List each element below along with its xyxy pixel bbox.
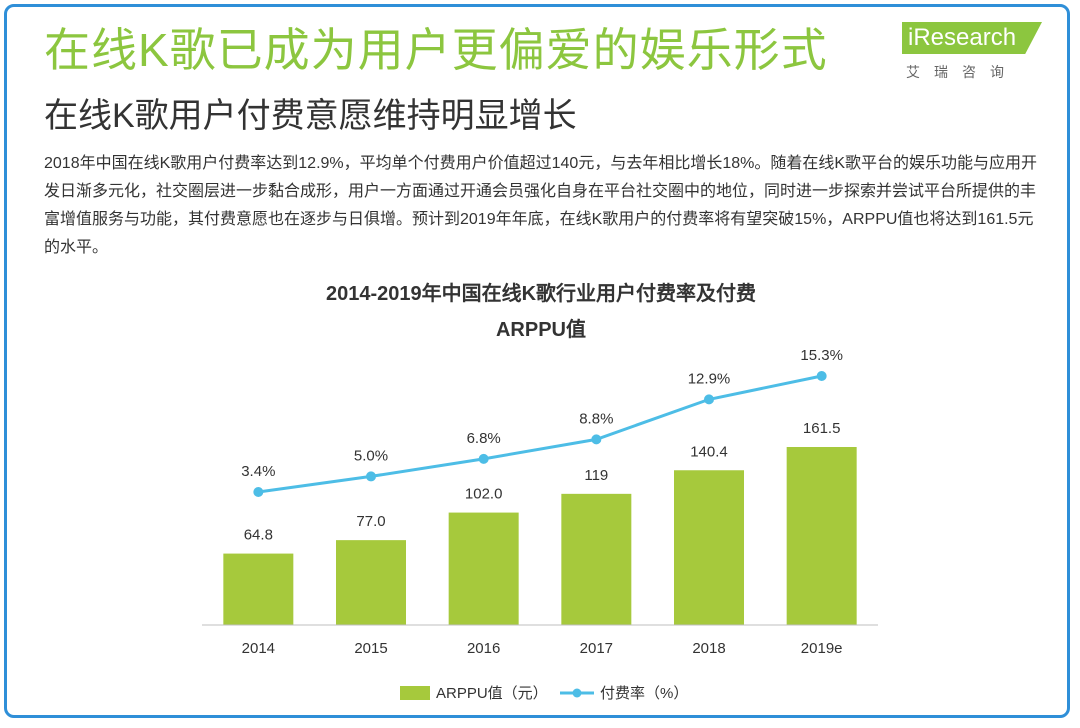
bar-2018 (674, 470, 744, 625)
bar-label-2014: 64.8 (244, 527, 273, 544)
logo-badge (902, 22, 1042, 54)
bar-label-2017: 119 (584, 467, 608, 484)
x-tick-label-2019e: 2019e (801, 640, 843, 657)
rate-label-2015: 5.0% (354, 447, 388, 464)
rate-point-2019e (816, 371, 827, 381)
rate-label-2014: 3.4% (241, 463, 275, 480)
rate-point-2015 (366, 471, 376, 482)
chart-legend: ARPPU值（元） 付费率（%） (400, 685, 688, 702)
bar-label-2019e: 161.5 (803, 420, 841, 437)
bar-label-2018: 140.4 (690, 443, 728, 460)
chart-title-line-1: 2014-2019年中国在线K歌行业用户付费率及付费 (326, 281, 756, 305)
legend-label-rate: 付费率（%） (600, 685, 688, 702)
x-tick-label-2016: 2016 (467, 640, 500, 657)
x-tick-label-2018: 2018 (692, 640, 725, 657)
logo-text: iResearch (908, 24, 1017, 51)
rate-line (258, 374, 822, 494)
x-tick-label-2014: 2014 (242, 640, 275, 657)
page-title: 在线K歌已成为用户更偏爱的娱乐形式 (44, 24, 828, 76)
rate-label-2019e: 15.3% (800, 347, 843, 364)
rate-point-2014 (253, 487, 264, 497)
page-subtitle: 在线K歌用户付费意愿维持明显增长 (44, 97, 577, 135)
x-tick-label-2015: 2015 (354, 640, 387, 657)
chart-title-line-2: ARPPU值 (496, 317, 586, 341)
slide-frame (4, 4, 1070, 718)
rate-point-2017 (591, 434, 602, 445)
rate-point-2016 (478, 453, 489, 464)
rate-label-2017: 8.8% (579, 410, 613, 427)
legend-label-arppu: ARPPU值（元） (436, 685, 548, 702)
x-tick-label-2017: 2017 (580, 640, 613, 657)
iresearch-logo: iResearch 艾瑞咨询 (900, 14, 1050, 84)
bar-2017 (561, 493, 632, 625)
bar-label-2015: 77.0 (356, 513, 385, 530)
bar-2014 (223, 553, 294, 625)
bar-2019e (786, 447, 857, 625)
logo-cn-text: 艾瑞咨询 (906, 64, 1018, 80)
bar-label-2016: 102.0 (465, 486, 503, 503)
bar-2016 (448, 512, 519, 625)
rate-label-2018: 12.9% (688, 370, 731, 387)
bar-2015 (336, 540, 406, 625)
rate-label-2016: 6.8% (467, 430, 501, 447)
rate-point-2018 (704, 394, 714, 405)
summary-paragraph: 2018年中国在线K歌用户付费率达到12.9%，平均单个付费用户价值超过140元… (44, 155, 1038, 256)
legend-swatch-arppu (400, 686, 430, 700)
legend-marker-rate (572, 688, 582, 698)
